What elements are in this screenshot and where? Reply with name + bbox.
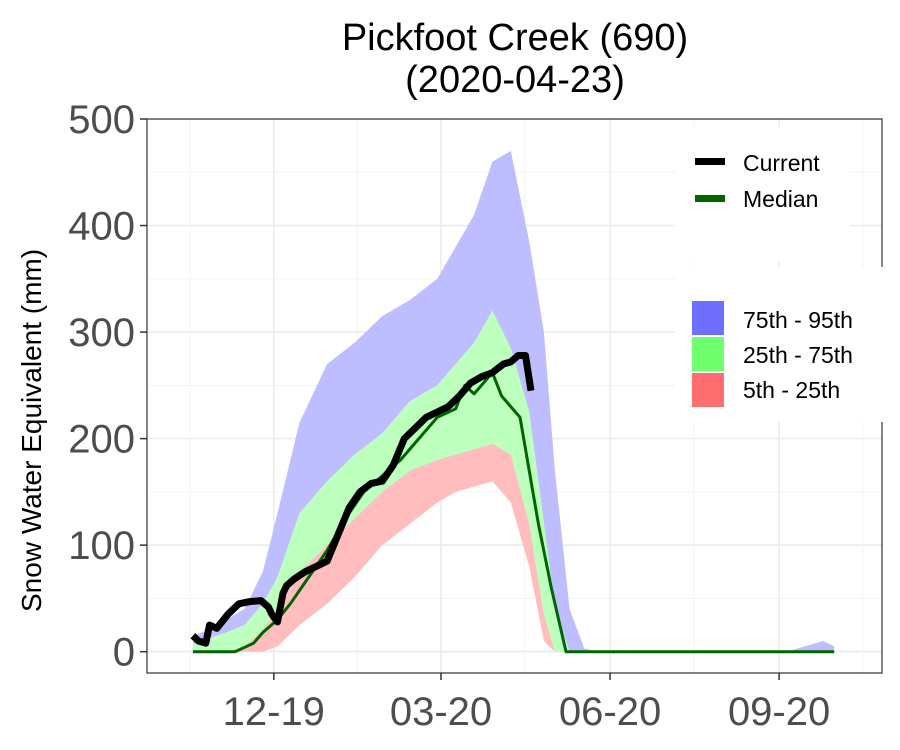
x-axis: 12-19 03-20 06-20 09-20: [223, 673, 830, 734]
current-line: [190, 352, 535, 647]
y-tick-label: 200: [68, 418, 135, 462]
legend-bands: 75th - 95th 25th - 75th 5th - 25th: [675, 267, 885, 422]
legend-current-swatch: [695, 158, 725, 165]
y-tick-label: 0: [113, 631, 135, 675]
y-tick-label: 500: [68, 98, 135, 142]
y-axis-label: Snow Water Equivalent (mm): [16, 248, 47, 612]
x-tick-label: 03-20: [390, 690, 492, 734]
legend-median-swatch: [695, 195, 725, 202]
x-tick-label: 06-20: [559, 690, 661, 734]
y-tick-label: 400: [68, 205, 135, 249]
band-25-75: [192, 310, 835, 652]
y-axis: 0 100 200 300 400 500: [68, 98, 147, 675]
legend-25-75-swatch: [692, 337, 724, 371]
chart-subtitle: (2020-04-23): [405, 59, 625, 101]
legend-75-95-swatch: [692, 301, 724, 335]
legend-median-label: Median: [743, 186, 819, 212]
legend-lines: Current Median: [675, 127, 850, 262]
band-5-25: [192, 443, 835, 652]
y-tick-label: 100: [68, 524, 135, 568]
legend-75-95-label: 75th - 95th: [743, 307, 853, 333]
legend-5-25-swatch: [692, 373, 724, 407]
legend-current-label: Current: [743, 150, 820, 176]
x-tick-label: 12-19: [223, 690, 325, 734]
chart-lines: [190, 352, 835, 654]
legend-25-75-label: 25th - 75th: [743, 342, 853, 368]
chart-title: Pickfoot Creek (690): [341, 17, 689, 59]
median-line: [192, 371, 835, 654]
x-tick-label: 09-20: [728, 690, 830, 734]
y-tick-label: 300: [68, 311, 135, 355]
legend-5-25-label: 5th - 25th: [743, 377, 841, 403]
